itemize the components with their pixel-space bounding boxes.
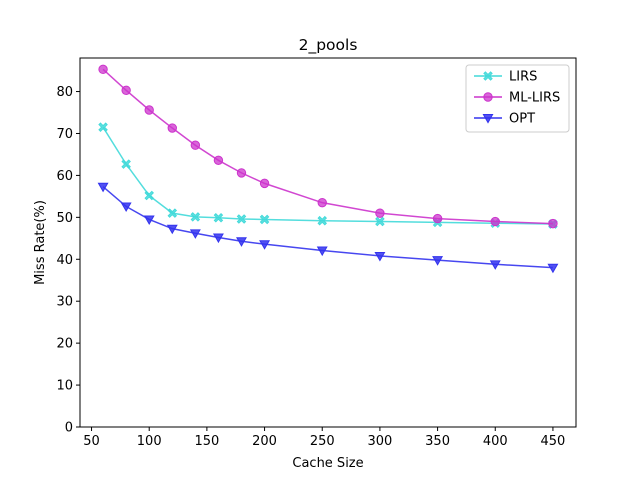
- data-point-ml-lirs: [490, 216, 500, 227]
- data-point-lirs: [98, 122, 108, 132]
- legend-marker-lirs: [483, 71, 493, 81]
- y-tick-label: 80: [56, 85, 73, 100]
- x-tick-label: 300: [367, 434, 392, 449]
- data-point-opt: [316, 246, 328, 257]
- x-tick-label: 200: [252, 434, 277, 449]
- data-point-opt: [259, 240, 271, 250]
- x-tick-label: 150: [194, 434, 219, 449]
- y-tick-label: 20: [56, 337, 73, 352]
- y-tick-label: 50: [56, 211, 73, 226]
- data-point-opt: [212, 233, 224, 244]
- data-point-ml-lirs: [190, 140, 201, 150]
- data-point-opt: [143, 215, 155, 226]
- data-point-lirs: [121, 159, 131, 169]
- data-point-ml-lirs: [167, 123, 177, 133]
- x-tick-label: 50: [83, 434, 100, 449]
- data-point-lirs: [167, 208, 178, 218]
- data-point-ml-lirs: [236, 168, 247, 178]
- y-tick-label: 30: [56, 295, 73, 310]
- y-tick-label: 0: [65, 421, 73, 436]
- data-point-ml-lirs: [259, 178, 270, 189]
- x-tick-label: 250: [310, 434, 335, 449]
- legend-marker-ml-lirs: [483, 92, 493, 102]
- y-tick-label: 60: [56, 169, 73, 184]
- legend-label-opt: OPT: [509, 112, 535, 127]
- data-point-lirs: [317, 215, 327, 226]
- legend-label-lirs: LIRS: [509, 70, 537, 85]
- x-tick-label: 350: [425, 434, 450, 449]
- data-point-opt: [189, 229, 201, 239]
- data-point-ml-lirs: [213, 155, 224, 166]
- legend: LIRS ML-LIRS OPT: [465, 64, 570, 133]
- data-point-ml-lirs: [375, 208, 385, 218]
- series-layer: [97, 64, 559, 274]
- data-point-ml-lirs: [121, 85, 131, 95]
- axes: 50 100 150 200 250 300 350 400 450 0 10 20 30 40 50 60 7…: [56, 57, 577, 449]
- data-point-lirs: [213, 212, 224, 223]
- data-point-opt: [236, 237, 247, 247]
- data-point-ml-lirs: [98, 64, 108, 75]
- x-tick-label: 100: [137, 434, 162, 449]
- data-point-lirs: [144, 190, 154, 201]
- x-tick-label: 450: [541, 434, 566, 449]
- data-point-lirs: [259, 214, 270, 225]
- legend-marker-opt: [482, 114, 494, 124]
- data-point-opt: [97, 182, 109, 193]
- y-tick-label: 70: [56, 127, 73, 142]
- legend-label-ml-lirs: ML-LIRS: [509, 91, 560, 106]
- data-point-opt: [166, 224, 178, 235]
- series-ml-lirs: [98, 64, 558, 229]
- data-point-ml-lirs: [548, 218, 558, 229]
- x-tick-label: 400: [483, 434, 508, 449]
- y-tick-label: 10: [56, 379, 73, 394]
- plot-frame: [79, 57, 577, 428]
- y-tick-label: 40: [56, 253, 73, 268]
- data-point-opt: [120, 202, 132, 213]
- data-point-opt: [547, 263, 559, 274]
- data-point-lirs: [190, 212, 201, 222]
- y-axis-label: Miss Rate(%): [33, 200, 48, 285]
- data-point-ml-lirs: [144, 105, 154, 115]
- data-point-lirs: [236, 214, 247, 224]
- data-point-ml-lirs: [317, 197, 327, 208]
- data-point-opt: [489, 260, 501, 270]
- data-point-ml-lirs: [432, 213, 443, 224]
- series-opt: [97, 182, 559, 274]
- data-point-lirs: [375, 216, 385, 227]
- x-axis-label: Cache Size: [292, 456, 363, 471]
- data-point-opt: [432, 256, 444, 266]
- chart-title: 2_pools: [299, 36, 358, 55]
- series-lirs: [98, 122, 558, 229]
- data-point-opt: [374, 251, 386, 262]
